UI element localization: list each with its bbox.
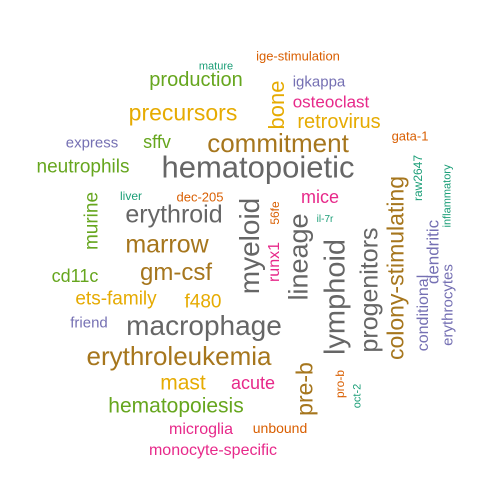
word-gm-csf: gm-csf (140, 259, 212, 286)
word-ets-family: ets-family (75, 288, 157, 310)
word-friend: friend (70, 314, 108, 332)
word-inflammatory: inflammatory (441, 164, 454, 228)
word-mice: mice (300, 187, 340, 207)
word-pre-b: pre-b (291, 362, 318, 416)
word-sffv: sffv (143, 132, 171, 152)
word-erythroid: erythroid (125, 200, 223, 229)
word-cd11c: cd11c (51, 266, 99, 286)
word-ige-stimulation: ige-stimulation (256, 48, 340, 64)
word-microglia: microglia (168, 421, 234, 438)
word-raw2647: raw2647 (411, 154, 425, 202)
word-il-7r: il-7r (316, 214, 334, 225)
word-erythrocytes: erythrocytes (439, 264, 457, 346)
word-marrow: marrow (125, 230, 209, 259)
word-mature: mature (198, 60, 234, 73)
word-runx1: runx1 (266, 241, 283, 283)
word-gata-1: gata-1 (391, 128, 429, 144)
word-macrophage: macrophage (126, 310, 282, 341)
word-monocyte-specific: monocyte-specific (148, 442, 278, 459)
word-lineage: lineage (283, 213, 314, 301)
word-colony-stimulating: colony-stimulating (382, 175, 409, 361)
word-hematopoiesis: hematopoiesis (108, 394, 244, 418)
word-hematopoietic: hematopoietic (161, 149, 355, 185)
word-conditional: conditional (415, 274, 432, 352)
word-production: production (149, 69, 243, 91)
word-igkappa: igkappa (292, 73, 346, 91)
word-acute: acute (230, 373, 276, 393)
word-erythroleukemia: erythroleukemia (86, 341, 272, 371)
word-oct-2: oct-2 (351, 383, 364, 409)
word-f480: f480 (184, 291, 222, 313)
word-express: express (65, 134, 119, 152)
word-pro-b: pro-b (333, 369, 347, 399)
word-neutrophils: neutrophils (36, 156, 130, 178)
word-myeloid: myeloid (234, 197, 265, 295)
word-lymphoid: lymphoid (319, 238, 352, 356)
word-56fe: 56fe (268, 201, 282, 225)
word-unbound: unbound (252, 420, 308, 436)
word-progenitors: progenitors (355, 227, 384, 353)
word-dec-205: dec-205 (176, 189, 224, 205)
word-liver: liver (119, 189, 143, 203)
word-osteoclast: osteoclast (292, 92, 370, 112)
word-mast: mast (160, 371, 206, 395)
word-commitment: commitment (207, 128, 349, 158)
word-bone: bone (264, 80, 289, 130)
word-retrovirus: retrovirus (297, 111, 381, 133)
word-precursors: precursors (128, 99, 238, 126)
word-murine: murine (81, 191, 103, 251)
